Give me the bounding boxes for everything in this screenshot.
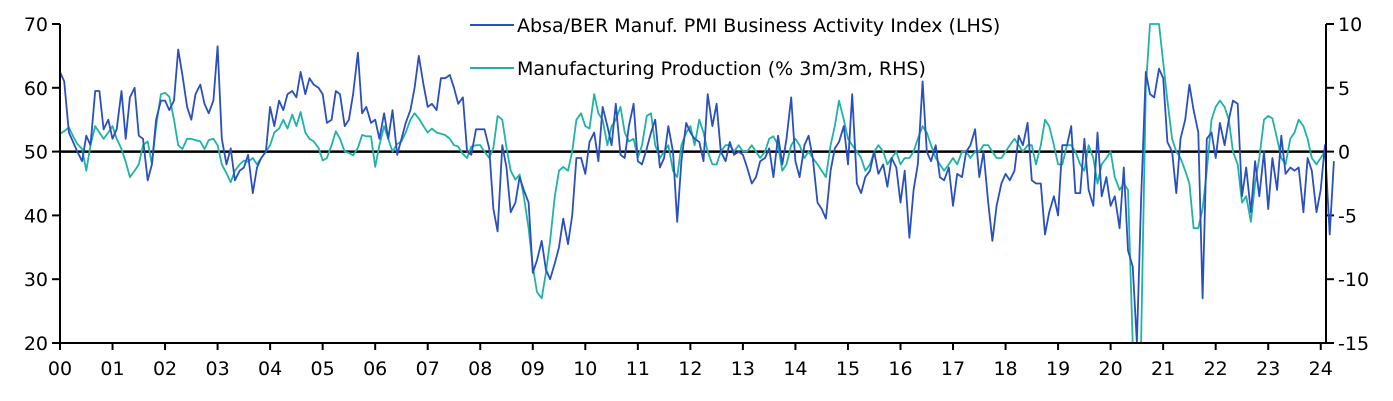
right-tick-label: 5 xyxy=(1338,78,1350,100)
left-tick-label: 60 xyxy=(24,78,48,100)
x-tick-label: 05 xyxy=(311,358,335,380)
x-tick-label: 16 xyxy=(888,358,912,380)
x-tick-label: 08 xyxy=(468,358,492,380)
x-tick-label: 01 xyxy=(100,358,124,380)
x-tick-label: 00 xyxy=(48,358,72,380)
x-tick-label: 13 xyxy=(731,358,755,380)
left-axis-ticks: 20 30 40 50 60 70 xyxy=(24,14,60,355)
x-tick-label: 15 xyxy=(836,358,860,380)
x-tick-label: 02 xyxy=(153,358,177,380)
x-tick-label: 21 xyxy=(1151,358,1175,380)
right-tick-label: -10 xyxy=(1338,269,1369,291)
x-tick-label: 22 xyxy=(1204,358,1228,380)
left-tick-label: 30 xyxy=(24,269,48,291)
right-tick-label: 0 xyxy=(1338,142,1350,164)
plot-area xyxy=(59,23,1335,344)
x-tick-label: 10 xyxy=(573,358,597,380)
right-axis-ticks: -15 -10 -5 0 5 10 xyxy=(1326,14,1369,355)
right-tick-label: -15 xyxy=(1338,333,1369,355)
x-tick-label: 04 xyxy=(258,358,282,380)
x-tick-label: 20 xyxy=(1099,358,1123,380)
x-tick-label: 03 xyxy=(205,358,229,380)
left-tick-label: 20 xyxy=(24,333,48,355)
left-tick-label: 40 xyxy=(24,205,48,227)
x-tick-label: 14 xyxy=(783,358,807,380)
left-tick-label: 50 xyxy=(24,142,48,164)
x-tick-label: 11 xyxy=(626,358,650,380)
series-line-pmi xyxy=(59,45,1335,344)
right-tick-label: -5 xyxy=(1338,205,1357,227)
x-tick-label: 18 xyxy=(993,358,1017,380)
x-tick-label: 17 xyxy=(941,358,965,380)
x-tick-label: 23 xyxy=(1256,358,1280,380)
legend-label-production: Manufacturing Production (% 3m/3m, RHS) xyxy=(517,58,926,80)
legend-label-pmi: Absa/BER Manuf. PMI Business Activity In… xyxy=(517,15,1000,37)
x-tick-label: 19 xyxy=(1046,358,1070,380)
left-tick-label: 70 xyxy=(24,14,48,36)
x-tick-label: 24 xyxy=(1309,358,1333,380)
x-tick-label: 06 xyxy=(363,358,387,380)
right-tick-label: 10 xyxy=(1338,14,1362,36)
legend: Absa/BER Manuf. PMI Business Activity In… xyxy=(470,15,1000,80)
x-tick-label: 07 xyxy=(416,358,440,380)
x-tick-label: 12 xyxy=(678,358,702,380)
x-axis-ticks: 00 01 02 03 04 05 06 07 08 09 10 11 12 13 14 15 16 17 18 19… xyxy=(48,343,1333,380)
x-tick-label: 09 xyxy=(521,358,545,380)
